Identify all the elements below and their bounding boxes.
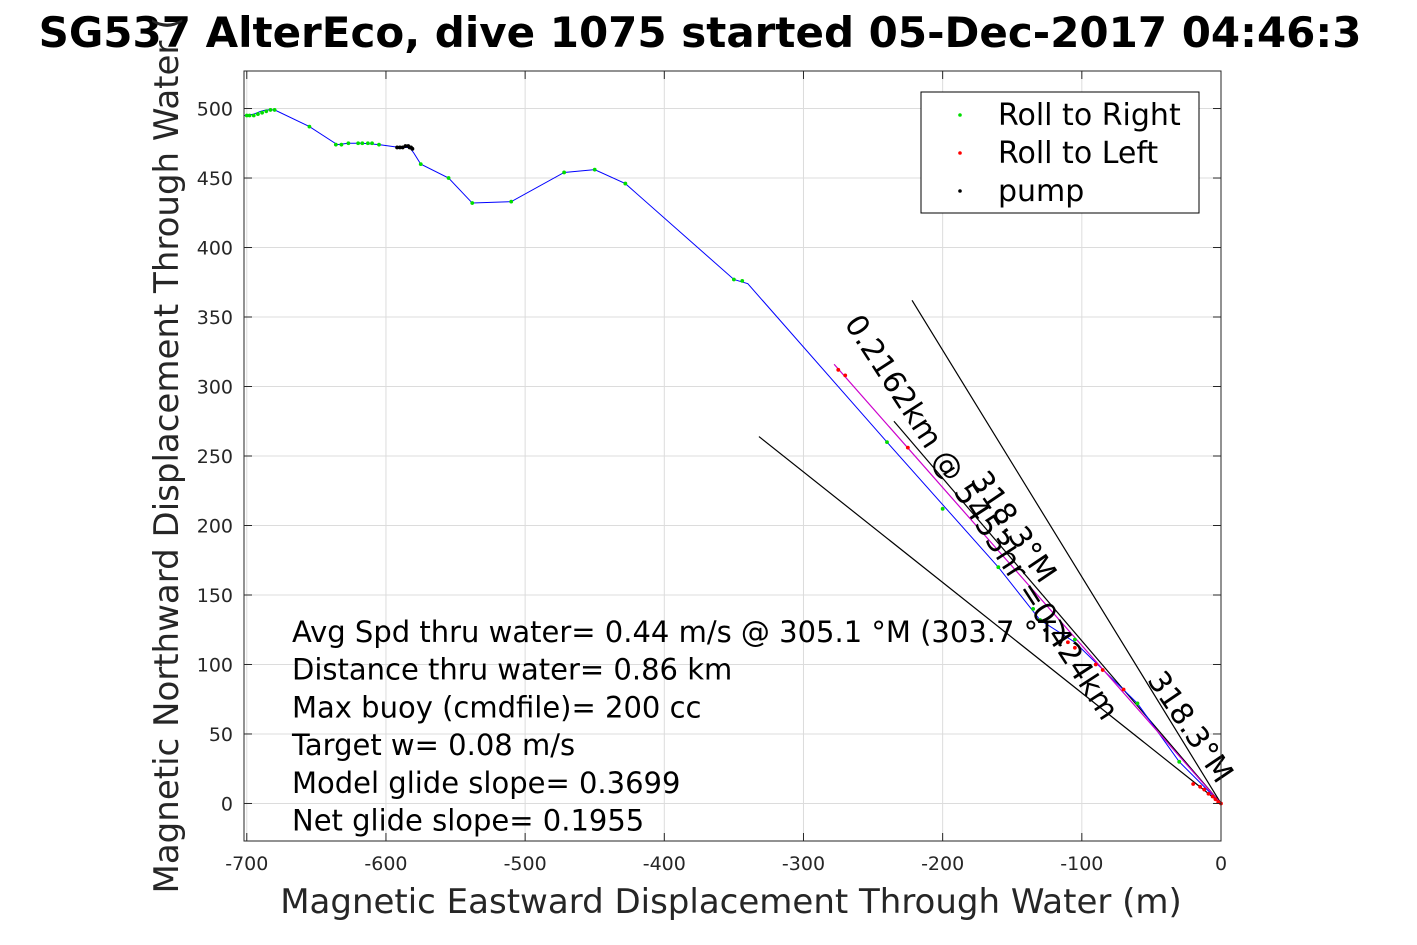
x-tick-label: -100 (1060, 853, 1103, 875)
roll-right-point (470, 201, 475, 205)
stats-line: Distance thru water= 0.86 km (292, 653, 732, 687)
roll-right-point (307, 124, 312, 129)
roll-right-point (244, 113, 249, 118)
x-tick-label: 0 (1215, 853, 1227, 875)
tick-labels: -700 -600 -500 -400 -300 -200 -100 0 0 50 100 150 20… (197, 71, 1227, 875)
y-tick-label: 0 (221, 793, 233, 815)
reference-line (893, 420, 1222, 804)
y-tick-label: 250 (197, 446, 233, 468)
roll-right-point (885, 440, 889, 445)
roll-left-point (843, 373, 848, 378)
stats-line: Target w= 0.08 m/s (291, 728, 575, 762)
stats-line: Avg Spd thru water= 0.44 m/s @ 305.1 °M … (292, 615, 1067, 649)
roll-right-point (1038, 618, 1042, 622)
y-tick-label: 300 (197, 377, 233, 399)
pump-point (397, 145, 402, 150)
points-layer (244, 108, 1223, 806)
roll-right-point (509, 199, 514, 204)
legend: Roll to Right Roll to Left pump (920, 91, 1200, 214)
legend-box (920, 91, 1200, 214)
roll-left-point (1072, 645, 1077, 650)
roll-right-point (365, 141, 370, 146)
pump-point (410, 146, 415, 151)
roll-left-point (1202, 787, 1207, 792)
y-tick-label: 450 (197, 168, 233, 190)
y-tick-label: 150 (197, 585, 233, 607)
roll-right-point (264, 109, 269, 114)
stats-line: Max buoy (cmdfile)= 200 cc (292, 690, 701, 724)
y-tick-label: 500 (197, 99, 233, 121)
roll-right-point (1177, 759, 1182, 764)
roll-right-point (360, 141, 365, 146)
roll-right-point (562, 170, 566, 175)
roll-right-point (272, 108, 277, 112)
roll-right-point (592, 167, 597, 172)
reference-line (911, 300, 1222, 804)
roll-right-point (370, 141, 374, 146)
roll-left-point (1191, 782, 1196, 786)
roll-left-point (1121, 687, 1126, 692)
roll-right-point (333, 142, 338, 147)
average-vector-line (833, 363, 1222, 804)
roll-right-point (1135, 701, 1140, 706)
x-tick-label: -300 (782, 853, 825, 875)
roll-right-point (339, 142, 344, 147)
y-tick-label: 50 (209, 724, 233, 746)
x-tick-label: -400 (643, 853, 686, 875)
roll-left-point (905, 445, 910, 450)
roll-right-point (356, 141, 361, 146)
pump-point (403, 144, 408, 148)
roll-right-point (268, 108, 273, 112)
stats-annotation: Avg Spd thru water= 0.44 m/s @ 305.1 °M … (291, 615, 1067, 838)
y-axis-label: Magnetic Northward Displacement Through … (147, 17, 187, 894)
y-tick-label: 100 (197, 654, 233, 676)
roll-right-point (940, 506, 945, 511)
roll-right-point (1031, 606, 1036, 611)
y-tick-label: 350 (197, 307, 233, 329)
reference-line (758, 436, 1222, 804)
roll-right-point (247, 113, 252, 118)
x-tick-label: -600 (364, 853, 407, 875)
roll-right-point (346, 141, 351, 146)
roll-right-point (256, 112, 260, 116)
x-tick-label: -200 (921, 853, 964, 875)
stats-line: Net glide slope= 0.1955 (292, 804, 644, 838)
x-axis-label: Magnetic Eastward Displacement Through W… (280, 882, 1182, 922)
roll-left-point (1198, 784, 1203, 789)
legend-marker-roll-left (958, 151, 962, 155)
roll-right-point (996, 565, 1001, 570)
legend-label-roll-left: Roll to Left (998, 136, 1158, 171)
roll-right-point (377, 142, 381, 147)
roll-left-point (1093, 662, 1098, 667)
roll-left-point (1213, 797, 1218, 802)
x-tick-label: -500 (504, 853, 547, 875)
roll-left-point (1066, 640, 1070, 645)
legend-label-roll-right: Roll to Right (998, 98, 1181, 133)
chart-title: SG537 AlterEco, dive 1075 started 05-Dec… (39, 8, 1362, 57)
x-tick-label: -700 (225, 853, 268, 875)
stats-line: Model glide slope= 0.3699 (292, 766, 680, 800)
roll-right-point (251, 113, 256, 118)
roll-right-point (740, 278, 745, 283)
roll-left-point (1100, 668, 1105, 672)
roll-left-point (1206, 791, 1211, 796)
legend-marker-pump (958, 189, 962, 193)
legend-label-pump: pump (998, 174, 1084, 209)
roll-right-point (623, 181, 628, 186)
reference-lines (758, 300, 1222, 804)
pump-point (395, 145, 399, 150)
roll-right-point (1072, 637, 1077, 642)
roll-right-point (260, 110, 264, 115)
roll-left-point (1210, 794, 1215, 799)
y-tick-label: 200 (197, 515, 233, 537)
y-tick-label: 400 (197, 238, 233, 260)
legend-marker-roll-right (958, 113, 962, 117)
roll-right-point (418, 162, 423, 167)
roll-left-point (836, 367, 841, 372)
roll-right-point (446, 176, 451, 180)
roll-right-point (731, 277, 736, 282)
